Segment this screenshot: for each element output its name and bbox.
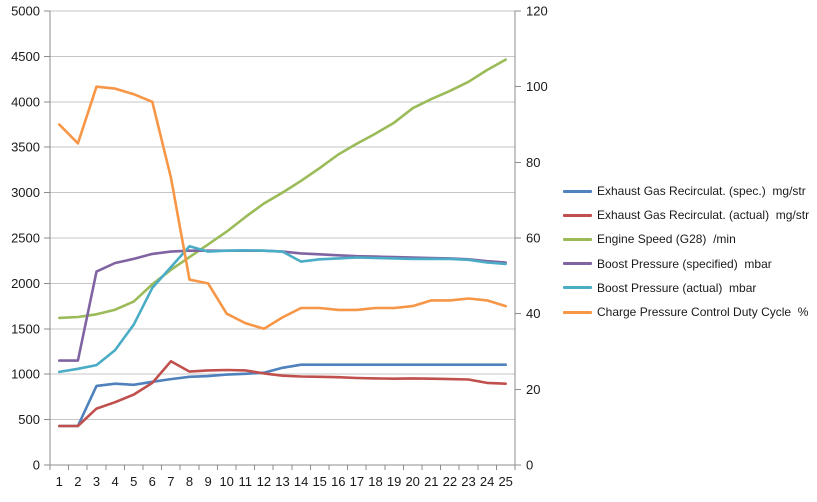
legend-label-duty-cycle: Charge Pressure Control Duty Cycle % (597, 305, 809, 320)
axes (44, 10, 521, 470)
right-axis-labels: 0 20 40 60 80 100 120 (526, 4, 548, 473)
svg-text:4: 4 (111, 474, 118, 489)
svg-text:3: 3 (93, 474, 100, 489)
svg-text:15: 15 (312, 474, 326, 489)
legend-swatch-boost-specified (563, 262, 592, 266)
legend-item-egr-actual: Exhaust Gas Recirculat. (actual) mg/str (563, 203, 809, 227)
svg-text:9: 9 (204, 474, 211, 489)
svg-text:80: 80 (526, 155, 540, 170)
svg-text:12: 12 (257, 474, 271, 489)
svg-text:500: 500 (18, 412, 40, 427)
svg-text:14: 14 (294, 474, 308, 489)
svg-text:22: 22 (443, 474, 457, 489)
svg-text:40: 40 (526, 306, 540, 321)
svg-text:100: 100 (526, 79, 548, 94)
svg-text:3000: 3000 (11, 185, 40, 200)
legend-label-engine-speed: Engine Speed (G28) /min (597, 232, 736, 247)
svg-text:13: 13 (275, 474, 289, 489)
svg-text:25: 25 (498, 474, 512, 489)
series-line-engine-speed-g28-min (57, 58, 508, 320)
svg-text:8: 8 (186, 474, 193, 489)
svg-text:0: 0 (33, 458, 40, 473)
svg-text:5: 5 (130, 474, 137, 489)
svg-text:2: 2 (74, 474, 81, 489)
legend-item-boost-specified: Boost Pressure (specified) mbar (563, 252, 809, 276)
legend-item-egr-spec: Exhaust Gas Recirculat. (spec.) mg/str (563, 179, 809, 203)
svg-text:0: 0 (526, 458, 533, 473)
series-line-exhaust-gas-recirculat-actual-mg-str (57, 359, 508, 428)
svg-text:3500: 3500 (11, 140, 40, 155)
svg-text:10: 10 (219, 474, 233, 489)
svg-text:1500: 1500 (11, 321, 40, 336)
svg-text:4000: 4000 (11, 94, 40, 109)
svg-text:6: 6 (149, 474, 156, 489)
legend-swatch-engine-speed (563, 237, 592, 241)
svg-text:19: 19 (387, 474, 401, 489)
svg-text:1: 1 (56, 474, 63, 489)
series-line-exhaust-gas-recirculat-spec-mg-str (57, 363, 508, 428)
gridlines (50, 10, 515, 466)
legend-item-duty-cycle: Charge Pressure Control Duty Cycle % (563, 300, 809, 324)
svg-text:7: 7 (167, 474, 174, 489)
legend-label-egr-actual: Exhaust Gas Recirculat. (actual) mg/str (597, 208, 810, 223)
svg-text:120: 120 (526, 4, 548, 19)
legend-item-boost-actual: Boost Pressure (actual) mbar (563, 276, 809, 300)
svg-text:16: 16 (331, 474, 345, 489)
legend-swatch-duty-cycle (563, 310, 592, 314)
legend: Exhaust Gas Recirculat. (spec.) mg/str E… (563, 179, 809, 324)
legend-swatch-boost-actual (563, 286, 592, 290)
svg-text:20: 20 (405, 474, 419, 489)
legend-label-boost-actual: Boost Pressure (actual) mbar (597, 280, 757, 295)
legend-label-boost-specified: Boost Pressure (specified) mbar (597, 256, 772, 271)
svg-text:20: 20 (526, 382, 540, 397)
legend-item-engine-speed: Engine Speed (G28) /min (563, 227, 809, 251)
svg-text:2500: 2500 (11, 231, 40, 246)
legend-swatch-egr-actual (563, 213, 592, 217)
legend-swatch-egr-spec (563, 189, 592, 193)
svg-text:23: 23 (461, 474, 475, 489)
svg-text:18: 18 (368, 474, 382, 489)
svg-text:5000: 5000 (11, 4, 40, 19)
svg-text:21: 21 (424, 474, 438, 489)
svg-text:2000: 2000 (11, 276, 40, 291)
svg-text:11: 11 (239, 474, 253, 489)
series-line-boost-pressure-actual-mbar (57, 244, 508, 374)
svg-text:60: 60 (526, 231, 540, 246)
svg-text:4500: 4500 (11, 49, 40, 64)
svg-text:1000: 1000 (11, 367, 40, 382)
x-axis-labels: 1 2 3 4 5 6 7 8 9 10 11 12 13 14 15 16 17 18 19 20 21 22 23 24 2… (56, 474, 513, 489)
series-line-charge-pressure-control-duty-cycle (57, 85, 508, 331)
left-axis-labels: 0 500 1000 1500 2000 2500 3000 3500 4000 4500 5000 (11, 4, 40, 473)
svg-text:17: 17 (350, 474, 364, 489)
legend-label-egr-spec: Exhaust Gas Recirculat. (spec.) mg/str (597, 184, 806, 199)
svg-text:24: 24 (480, 474, 494, 489)
